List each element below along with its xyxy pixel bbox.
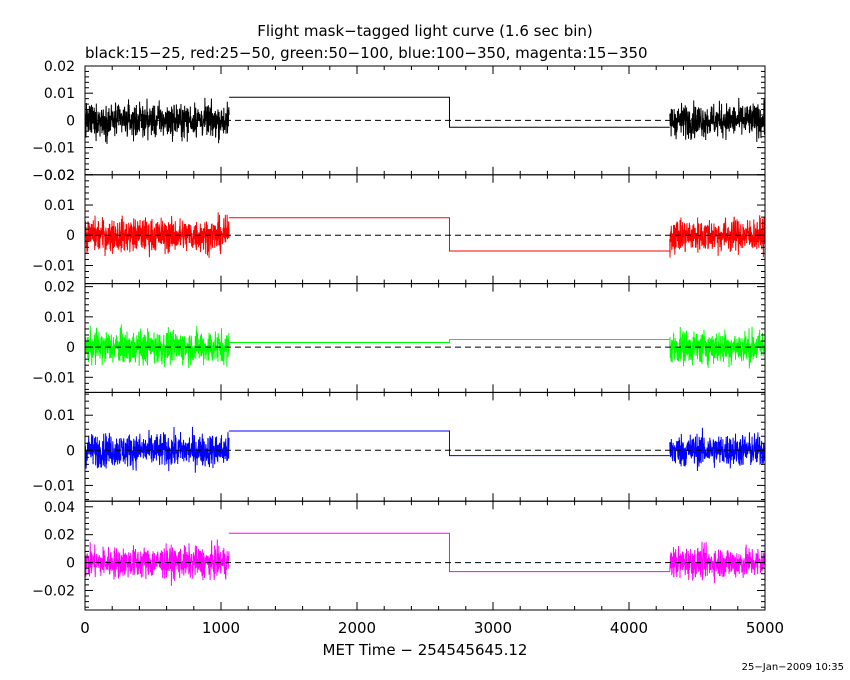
series-noise-1 bbox=[85, 212, 230, 258]
series-step-line bbox=[228, 217, 670, 252]
x-axis: 0 1000 2000 3000 4000 5000 bbox=[80, 619, 784, 637]
y-tick-label: −0.01 bbox=[32, 258, 75, 274]
y-tick-label: 0.04 bbox=[44, 500, 75, 516]
x-tick-label: 0 bbox=[80, 619, 90, 637]
y-tick-label: −0.02 bbox=[32, 168, 75, 184]
y-tick-label: 0.02 bbox=[44, 59, 75, 75]
panel-plot-area bbox=[85, 324, 765, 369]
panel-frame bbox=[84, 283, 766, 393]
chart-subtitle: black:15−25, red:25−50, green:50−100, bl… bbox=[85, 44, 648, 62]
y-tick-label: 0.01 bbox=[44, 408, 75, 424]
panel-3: 0.02 0.01 0 −0.01 bbox=[32, 280, 766, 393]
x-tick-label: 4000 bbox=[610, 619, 648, 637]
panel-plot-area bbox=[85, 532, 765, 586]
y-tick-label: 0 bbox=[66, 443, 75, 459]
panel-plot-area bbox=[85, 426, 765, 473]
series-noise-1 bbox=[85, 539, 230, 586]
series-noise-1 bbox=[85, 97, 230, 144]
panel-5: 0.04 0.02 0 −0.02 bbox=[32, 500, 766, 611]
y-tick-label: −0.01 bbox=[32, 370, 75, 386]
y-tick-label: 0.02 bbox=[44, 280, 75, 296]
panel-plot-area bbox=[85, 212, 765, 258]
y-tick-label: −0.01 bbox=[32, 141, 75, 157]
y-tick-label: 0 bbox=[66, 113, 75, 129]
panel-plot-area bbox=[85, 96, 765, 144]
series-step-line bbox=[228, 532, 670, 573]
panel-frame bbox=[84, 500, 766, 611]
panels-group: 0.020.010−0.01−0.020.020.010−0.010.020.0… bbox=[32, 59, 766, 611]
panel-2: 0.02 0.01 0 −0.01 bbox=[32, 168, 766, 285]
chart-title: Flight mask−tagged light curve (1.6 sec … bbox=[257, 22, 593, 40]
y-tick-label: 0.02 bbox=[44, 168, 75, 184]
x-tick-label: 5000 bbox=[746, 619, 784, 637]
x-tick-label: 3000 bbox=[474, 619, 512, 637]
series-step-line bbox=[229, 96, 670, 128]
y-tick-label: 0 bbox=[66, 228, 75, 244]
y-tick-label: 0 bbox=[66, 340, 75, 356]
y-tick-label: 0.02 bbox=[44, 528, 75, 544]
y-tick-label: 0.01 bbox=[44, 310, 75, 326]
series-step-line bbox=[228, 430, 670, 457]
y-tick-label: −0.02 bbox=[32, 583, 75, 599]
series-noise-2 bbox=[669, 427, 765, 472]
series-noise-2 bbox=[669, 541, 765, 584]
series-noise-2 bbox=[669, 326, 765, 369]
series-step-line bbox=[228, 339, 670, 344]
y-tick-label: 0.01 bbox=[44, 198, 75, 214]
x-axis-label: MET Time − 254545645.12 bbox=[323, 641, 528, 659]
x-tick-label: 2000 bbox=[338, 619, 376, 637]
y-tick-label: 0.01 bbox=[44, 86, 75, 102]
series-noise-1 bbox=[85, 426, 230, 473]
timestamp: 25−Jan−2009 10:35 bbox=[741, 662, 844, 673]
series-noise-1 bbox=[85, 324, 230, 369]
panel-1: 0.02 0.01 0 −0.01 −0.02 bbox=[32, 59, 766, 184]
y-tick-label: −0.01 bbox=[32, 478, 75, 494]
y-tick-label: 0 bbox=[66, 556, 75, 572]
panel-4: 0.01 0 −0.01 bbox=[32, 391, 766, 502]
x-tick-label: 1000 bbox=[202, 619, 240, 637]
series-noise-2 bbox=[669, 215, 765, 258]
